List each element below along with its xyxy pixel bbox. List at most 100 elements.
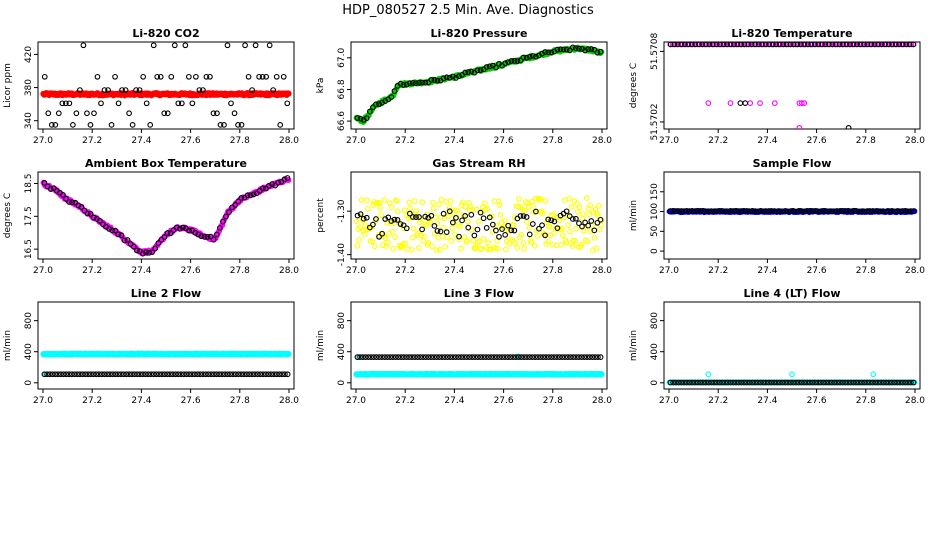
- data-point: [724, 379, 731, 386]
- data-point: [836, 379, 843, 386]
- x-tick-label: 27.4: [131, 136, 151, 146]
- data-point: [115, 371, 122, 378]
- y-tick-label: 66.6: [337, 111, 347, 131]
- data-point: [724, 208, 731, 215]
- data-point: [193, 73, 199, 80]
- x-tick-label: 27.6: [494, 396, 514, 406]
- plot-frame: [663, 171, 921, 260]
- data-point: [373, 101, 379, 108]
- y-tick-label: -1.40: [337, 243, 347, 267]
- data-point: [265, 371, 272, 378]
- panel-title: Line 2 Flow: [131, 287, 201, 300]
- data-point: [398, 354, 404, 361]
- data-point: [790, 379, 797, 386]
- data-point: [584, 354, 590, 361]
- data-point: [416, 79, 422, 86]
- y-tick-label: 380: [24, 79, 34, 96]
- data-point: [465, 69, 472, 75]
- data-point: [568, 203, 575, 210]
- data-point: [713, 208, 720, 215]
- data-point: [806, 207, 813, 214]
- data-point: [598, 371, 605, 378]
- data-point: [410, 225, 417, 232]
- data-point: [413, 214, 419, 221]
- data-point: [401, 225, 407, 232]
- data-point: [790, 207, 797, 214]
- y-axis-label: ml/min: [3, 330, 13, 361]
- data-point: [172, 371, 179, 378]
- data-point: [361, 231, 368, 238]
- data-point: [372, 243, 378, 250]
- data-point: [870, 371, 877, 378]
- data-point: [735, 379, 742, 386]
- data-point: [594, 49, 601, 56]
- data-point: [853, 208, 860, 214]
- data-point: [585, 222, 592, 229]
- data-point: [670, 379, 676, 386]
- data-point: [216, 371, 223, 378]
- data-point: [457, 223, 463, 230]
- data-point: [817, 208, 824, 215]
- data-point: [584, 238, 591, 245]
- data-point: [793, 379, 799, 386]
- data-point: [681, 208, 687, 214]
- data-point: [452, 354, 459, 361]
- data-point: [401, 207, 408, 214]
- data-point: [499, 226, 505, 232]
- data-points: [666, 371, 918, 386]
- data-point: [251, 371, 258, 378]
- data-point: [741, 208, 748, 214]
- data-point: [820, 207, 827, 214]
- data-point: [284, 175, 291, 181]
- data-point: [510, 222, 517, 228]
- data-point: [70, 122, 76, 128]
- data-point: [388, 94, 395, 100]
- data-point: [716, 379, 723, 386]
- data-point: [899, 379, 906, 386]
- data-point: [169, 371, 176, 378]
- data-point: [554, 225, 561, 231]
- data-point: [670, 207, 676, 214]
- data-point: [262, 371, 269, 378]
- data-point: [463, 354, 470, 361]
- data-points: [353, 353, 605, 378]
- data-point: [480, 354, 486, 361]
- data-point: [514, 245, 521, 251]
- data-point: [272, 182, 279, 189]
- data-point: [205, 371, 212, 378]
- data-point: [497, 212, 504, 218]
- data-point: [749, 207, 756, 214]
- data-point: [560, 46, 567, 53]
- data-point: [886, 379, 892, 386]
- x-tick-label: 28.0: [592, 396, 612, 406]
- data-point: [459, 217, 465, 224]
- data-point: [593, 245, 600, 252]
- data-point: [451, 231, 458, 238]
- data-point: [559, 354, 566, 361]
- data-point: [840, 42, 846, 48]
- data-point: [752, 208, 758, 214]
- data-point: [465, 218, 471, 225]
- data-point: [77, 87, 83, 93]
- data-point: [376, 101, 382, 107]
- data-point: [572, 238, 579, 244]
- data-point: [259, 73, 266, 80]
- data-point: [867, 379, 873, 386]
- data-point: [511, 214, 518, 221]
- plot-frame: [37, 171, 295, 260]
- data-point: [495, 245, 501, 252]
- data-point: [118, 232, 125, 239]
- data-point: [578, 241, 585, 248]
- data-point: [569, 44, 576, 51]
- data-point: [388, 204, 395, 211]
- data-point: [478, 245, 485, 252]
- data-point: [587, 202, 593, 209]
- data-point: [539, 210, 546, 217]
- data-point: [98, 371, 105, 378]
- data-point: [551, 354, 558, 361]
- data-point: [737, 100, 744, 106]
- data-point: [823, 379, 830, 386]
- data-point: [55, 110, 62, 117]
- data-point: [529, 53, 536, 59]
- data-point: [517, 57, 524, 64]
